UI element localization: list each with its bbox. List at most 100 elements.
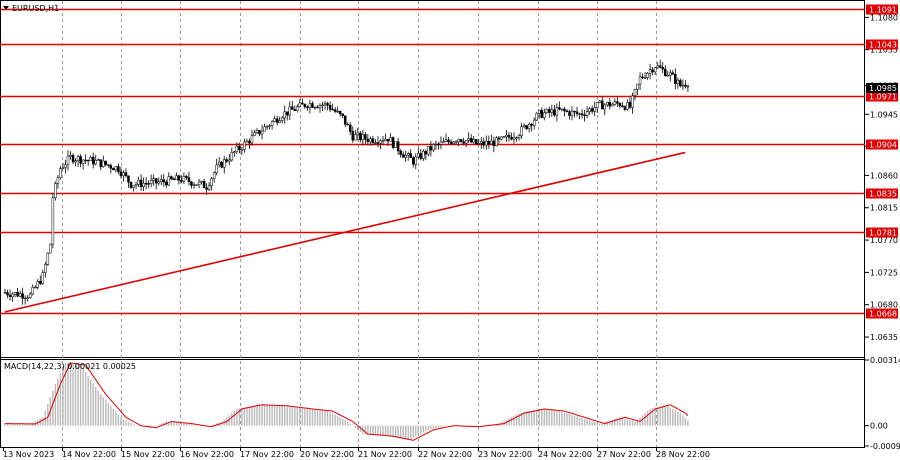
candle-body	[669, 72, 672, 76]
macd-signal-group	[5, 362, 689, 441]
candle-body	[490, 140, 493, 145]
candle-body	[406, 153, 410, 156]
candle-body	[31, 287, 34, 295]
candle-body	[215, 164, 218, 174]
candle-body	[205, 187, 208, 190]
candle-body	[482, 141, 486, 146]
candle-body	[568, 111, 571, 116]
candle-body	[550, 109, 554, 113]
candle-body	[306, 106, 309, 108]
candle-body	[207, 185, 211, 190]
candle-body	[401, 154, 405, 158]
level-label: 1.0668	[869, 310, 897, 319]
candle-body	[117, 166, 120, 172]
candle-body	[326, 103, 329, 106]
candle-body	[343, 115, 347, 125]
level-label: 1.0971	[869, 93, 897, 102]
candle-body	[255, 130, 259, 133]
trendline[interactable]	[4, 151, 686, 313]
candle-body	[301, 102, 304, 105]
candle-body	[464, 140, 468, 144]
candle-body	[275, 118, 279, 123]
candle-body	[472, 139, 475, 143]
candle-body	[112, 168, 115, 171]
candle-body	[144, 183, 148, 185]
candle-body	[107, 164, 110, 166]
candle-body	[500, 136, 503, 140]
macd-axis: 0.00314 0.00 -0.00097	[865, 356, 900, 451]
candle-body	[532, 119, 536, 126]
time-tick-label: 15 Nov 22:00	[121, 450, 175, 459]
candle-body	[439, 141, 443, 145]
candle-body	[187, 177, 191, 183]
candle-body	[170, 176, 173, 180]
candle-body	[553, 109, 556, 116]
candle-body	[238, 146, 241, 150]
candle-body	[613, 101, 617, 105]
time-tick-label: 24 Nov 22:00	[538, 450, 592, 459]
support-resistance-levels	[0, 8, 865, 315]
candle-body	[341, 113, 344, 116]
candle-body	[26, 297, 29, 299]
macd-histogram	[4, 362, 689, 441]
candle-body	[394, 141, 397, 148]
price-axis: 1.10801.10351.09851.09451.09001.08601.08…	[865, 13, 898, 342]
candle-body	[59, 168, 62, 179]
candle-body	[623, 106, 627, 110]
candle-body	[233, 151, 236, 153]
price-tick-label: 1.1080	[870, 13, 898, 22]
candle-body	[477, 143, 481, 145]
candle-body	[6, 292, 9, 296]
candle-body	[376, 142, 380, 144]
candle-body	[474, 139, 478, 145]
candle-body	[250, 135, 254, 144]
candle-body	[522, 125, 526, 127]
candle-body	[396, 141, 400, 152]
candle-body	[51, 197, 55, 245]
candle-body	[618, 103, 622, 107]
candle-body	[580, 113, 584, 116]
candle-body	[119, 171, 123, 176]
candle-body	[122, 172, 125, 176]
candle-body	[359, 132, 362, 141]
candle-body	[520, 126, 523, 136]
candle-body	[56, 177, 60, 184]
current-price-label: 1.0985	[869, 84, 897, 93]
candle-body	[3, 292, 7, 294]
candle-body	[331, 109, 334, 111]
candle-body	[507, 134, 511, 138]
candle-body	[442, 141, 445, 143]
candle-body	[603, 104, 607, 110]
candle-body	[91, 156, 95, 165]
candle-body	[18, 293, 22, 297]
candle-body	[583, 114, 586, 117]
candle-body	[417, 153, 420, 158]
candle-body	[197, 181, 201, 186]
candle-body	[8, 294, 12, 297]
candle-body	[66, 155, 70, 166]
time-tick-label: 14 Nov 22:00	[62, 450, 116, 459]
candle-body	[686, 85, 690, 88]
candle-body	[565, 110, 569, 113]
candle-body	[497, 137, 501, 140]
candle-body	[336, 110, 339, 113]
dropdown-triangle-icon[interactable]	[3, 6, 9, 10]
candle-body	[548, 109, 551, 113]
candle-body	[333, 109, 337, 112]
candle-body	[291, 106, 294, 110]
candle-body	[611, 103, 614, 107]
level-label-box	[866, 4, 898, 15]
candle-body	[459, 139, 463, 142]
candle-body	[638, 76, 642, 85]
candle-body	[167, 176, 171, 186]
candle-body	[11, 293, 14, 297]
candle-body	[142, 183, 145, 187]
candle-body	[422, 151, 425, 159]
candle-body	[152, 178, 155, 181]
candle-body	[429, 146, 433, 151]
price-tick-label: 1.0635	[870, 333, 898, 342]
candle-body	[248, 140, 251, 144]
candle-body	[69, 155, 72, 157]
candle-body	[543, 112, 546, 118]
